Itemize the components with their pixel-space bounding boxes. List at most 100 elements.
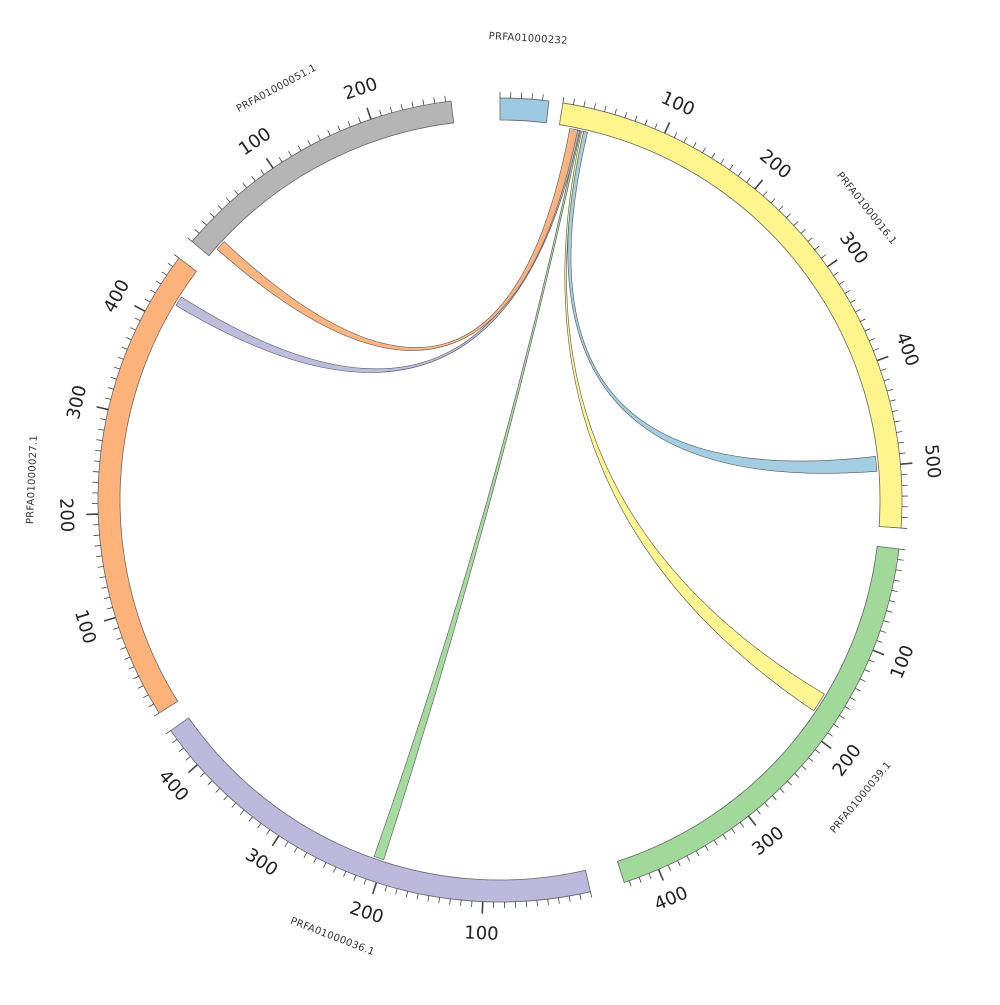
minor-tick — [145, 299, 150, 302]
minor-tick — [143, 695, 148, 698]
minor-tick — [240, 810, 244, 815]
minor-tick — [95, 546, 101, 547]
labels-layer: PRFA01000232100200300400500PRFA01000016.… — [25, 31, 944, 958]
minor-tick — [809, 758, 814, 762]
minor-tick — [869, 660, 875, 662]
major-tick — [272, 836, 279, 846]
tick-label-s51-100: 100 — [235, 123, 275, 160]
minor-tick — [298, 146, 301, 151]
minor-tick — [712, 153, 715, 158]
minor-tick — [801, 229, 806, 233]
minor-tick — [130, 328, 135, 331]
tick-label-s16-300: 300 — [835, 228, 872, 268]
tick-label-s51-200: 200 — [341, 74, 380, 105]
minor-tick — [850, 300, 855, 303]
minor-tick — [794, 221, 798, 225]
minor-tick — [860, 319, 865, 322]
minor-tick — [563, 97, 564, 103]
major-tick — [367, 108, 371, 119]
segment-name-s27: PRFA01000027.1 — [25, 435, 40, 525]
minor-tick — [359, 117, 361, 123]
minor-tick — [126, 337, 132, 339]
tick-label-s36-300: 300 — [241, 844, 281, 880]
tick-label-s36-400: 400 — [154, 766, 192, 806]
minor-tick — [114, 367, 120, 369]
minor-tick — [156, 281, 161, 284]
minor-tick — [548, 899, 549, 905]
minor-tick — [655, 124, 657, 130]
minor-tick — [267, 830, 270, 835]
major-tick — [188, 765, 197, 773]
minor-tick — [605, 106, 607, 112]
minor-tick — [252, 176, 256, 181]
minor-tick — [584, 101, 585, 107]
minor-tick — [889, 600, 895, 602]
minor-tick — [294, 847, 297, 852]
minor-tick — [202, 221, 206, 225]
tick-label-s36-200: 200 — [347, 898, 386, 929]
minor-tick — [834, 724, 839, 727]
minor-tick — [802, 766, 807, 770]
minor-tick — [723, 834, 726, 839]
tick-label-s16-200: 200 — [755, 145, 795, 183]
minor-tick — [364, 879, 366, 885]
minor-tick — [892, 410, 898, 411]
minor-tick — [594, 103, 595, 109]
major-tick — [748, 816, 755, 825]
minor-tick — [898, 442, 904, 443]
minor-tick — [645, 119, 647, 125]
minor-tick — [828, 733, 833, 736]
minor-tick — [815, 750, 820, 754]
major-tick — [134, 306, 145, 312]
minor-tick — [179, 748, 184, 752]
minor-tick — [892, 590, 898, 591]
minor-tick — [821, 255, 826, 259]
major-tick — [659, 869, 664, 880]
minor-tick — [668, 865, 671, 870]
minor-tick — [573, 99, 574, 105]
tick-label-s39-200: 200 — [828, 740, 865, 780]
minor-tick — [808, 238, 813, 242]
minor-tick — [396, 889, 398, 895]
minor-tick — [118, 357, 124, 359]
minor-tick — [569, 896, 570, 902]
major-tick — [266, 158, 273, 168]
tick-label-s16-400: 400 — [891, 330, 923, 370]
minor-tick — [845, 706, 850, 709]
minor-tick — [771, 199, 775, 203]
minor-tick — [787, 781, 791, 785]
segment-arc-s39 — [617, 546, 899, 882]
minor-tick — [216, 788, 220, 792]
minor-tick — [401, 104, 402, 110]
minor-tick — [780, 788, 784, 792]
minor-tick — [98, 429, 104, 430]
tick-label-s39-100: 100 — [886, 642, 918, 682]
link-ribbon-3 — [374, 130, 581, 859]
minor-tick — [896, 432, 902, 433]
minor-tick — [234, 190, 238, 195]
minor-tick — [786, 214, 790, 218]
minor-tick — [323, 862, 326, 867]
minor-tick — [187, 238, 192, 242]
minor-tick — [886, 611, 892, 613]
minor-tick — [174, 254, 179, 258]
segment-name-s51: PRFA01000051.1 — [235, 63, 319, 115]
minor-tick — [117, 637, 123, 639]
minor-tick — [850, 697, 855, 700]
minor-tick — [839, 715, 844, 718]
major-tick — [755, 180, 763, 189]
major-tick — [877, 356, 888, 360]
minor-tick — [898, 559, 904, 560]
minor-tick — [461, 900, 462, 906]
minor-tick — [172, 739, 177, 743]
minor-tick — [304, 853, 307, 858]
minor-tick — [795, 773, 799, 777]
minor-tick — [380, 110, 382, 116]
minor-tick — [154, 713, 159, 716]
minor-tick — [102, 587, 108, 588]
minor-tick — [869, 338, 875, 340]
tick-label-s39-300: 300 — [748, 822, 788, 860]
minor-tick — [635, 116, 637, 122]
segment-arc-s51 — [192, 101, 454, 256]
minor-tick — [678, 861, 681, 866]
